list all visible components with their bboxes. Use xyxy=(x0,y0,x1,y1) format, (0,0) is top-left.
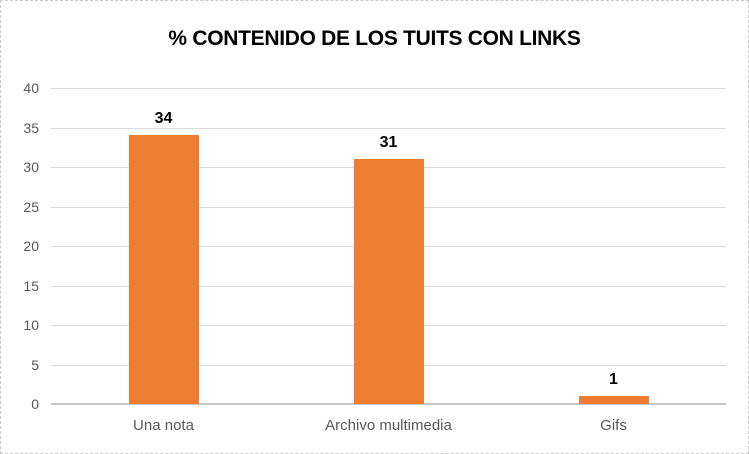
y-axis-tick-label: 25 xyxy=(23,198,39,215)
x-axis-category-label: Gifs xyxy=(600,417,627,434)
y-axis-tick-label: 10 xyxy=(23,317,39,333)
chart-title: % CONTENIDO DE LOS TUITS CON LINKS xyxy=(168,27,581,50)
x-axis-line xyxy=(51,403,726,405)
bar-value-label: 1 xyxy=(609,371,618,389)
y-axis-tick-label: 35 xyxy=(23,119,39,136)
bar-value-label: 34 xyxy=(154,110,173,128)
bar xyxy=(128,135,199,404)
y-axis-tick-label: 0 xyxy=(31,396,39,412)
gridline xyxy=(51,88,726,89)
y-axis-tick-label: 40 xyxy=(23,80,39,96)
y-axis-tick-label: 20 xyxy=(23,238,39,254)
y-axis-tick-label: 15 xyxy=(23,277,39,294)
bar xyxy=(578,396,649,404)
bar xyxy=(353,159,424,404)
x-axis-category-label: Una nota xyxy=(133,417,194,434)
y-axis-tick-label: 5 xyxy=(31,356,39,373)
x-axis-category-label: Archivo multimedia xyxy=(325,417,452,434)
y-axis-tick-label: 30 xyxy=(23,159,39,175)
bar-value-label: 31 xyxy=(379,134,398,152)
gridline xyxy=(51,127,726,129)
